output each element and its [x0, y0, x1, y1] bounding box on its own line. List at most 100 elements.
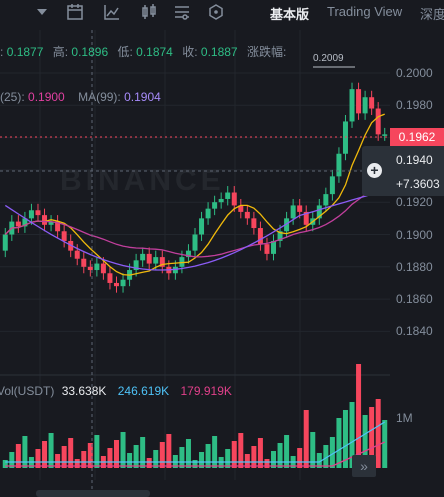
volume-bar	[15, 444, 21, 468]
candle-body	[356, 89, 362, 114]
last-price-tag: 0.1962	[390, 128, 444, 146]
candle-body	[199, 218, 205, 235]
volume-value-2: 246.619K	[117, 384, 170, 398]
candle-body	[55, 221, 61, 232]
volume-bar	[238, 433, 244, 468]
candle-body	[238, 205, 244, 212]
calendar-icon[interactable]	[66, 3, 84, 21]
candle-body	[297, 205, 303, 212]
candle-body	[251, 218, 257, 229]
volume-bar	[342, 410, 348, 468]
scroll-to-latest-button[interactable]: »	[352, 455, 376, 477]
volume-bar	[323, 445, 329, 468]
candle-body	[113, 282, 119, 287]
volume-bar	[87, 443, 93, 468]
volume-bar	[133, 445, 139, 468]
volume-bar	[68, 438, 74, 468]
crosshair-change: +7.3603	[396, 177, 440, 191]
volume-bar	[336, 418, 342, 468]
volume-label: Vol(USDT)	[0, 384, 55, 398]
volume-value-3: 179.919K	[180, 384, 232, 398]
candle-body	[192, 234, 198, 251]
price-axis-label: 0.1900	[396, 227, 433, 242]
candle-body	[48, 221, 54, 225]
volume-bar	[2, 460, 8, 468]
candle-body	[133, 260, 139, 271]
volume-value-1: 33.638K	[61, 384, 107, 398]
candle-body	[362, 97, 368, 114]
volume-axis-label: 1M	[396, 411, 413, 425]
hexagon-icon[interactable]	[207, 3, 225, 21]
price-axis-label: 0.1840	[396, 324, 433, 339]
candle-body	[22, 218, 28, 227]
candle-body	[61, 231, 67, 241]
line-chart-icon[interactable]	[103, 3, 121, 21]
candle-body	[100, 263, 106, 274]
volume-bar	[166, 434, 172, 468]
candle-body	[382, 134, 388, 136]
volume-bar	[316, 453, 322, 468]
volume-bar	[179, 447, 185, 468]
candle-body	[271, 240, 277, 254]
ma99-label: MA(99):	[78, 90, 121, 104]
volume-bar	[271, 451, 277, 468]
add-alert-button[interactable]: +	[367, 163, 382, 178]
volume-bar	[205, 444, 211, 468]
candle-body	[185, 250, 191, 258]
tab-basic[interactable]: 基本版	[270, 7, 310, 22]
candle-body	[74, 250, 80, 259]
close-label: 收:	[182, 45, 198, 59]
ma-row: (25): 0.1900 MA(99): 0.1904	[0, 90, 161, 104]
volume-ma-line	[5, 441, 385, 467]
volume-bar	[231, 441, 237, 468]
volume-bar	[349, 402, 355, 468]
chevron-down-icon[interactable]	[36, 3, 48, 21]
time-scrollbar[interactable]	[36, 490, 150, 497]
price-axis-label: 0.1980	[396, 98, 433, 113]
ma99-line	[4, 189, 385, 271]
volume-bar	[199, 452, 205, 468]
tab-depth[interactable]: 深度	[420, 7, 444, 22]
candle-body	[172, 266, 178, 274]
volume-bar	[120, 432, 126, 468]
candle-body	[303, 211, 309, 225]
candle-body	[15, 221, 21, 227]
volume-bar	[94, 435, 100, 468]
volume-bar	[159, 442, 165, 468]
candle-body	[323, 194, 329, 206]
volume-bar	[310, 432, 316, 468]
ma25-label: (25):	[0, 90, 25, 104]
candle-icon[interactable]	[140, 3, 158, 21]
volume-bar	[212, 436, 218, 468]
volume-bar	[153, 450, 159, 468]
volume-bar	[192, 460, 198, 468]
candle-body	[2, 234, 8, 251]
candle-body	[218, 198, 224, 203]
candle-body	[81, 258, 87, 267]
volume-bar	[113, 440, 119, 468]
candle-body	[107, 273, 113, 283]
volume-bar	[251, 446, 257, 468]
volume-bar	[356, 364, 362, 468]
ma99-value: 0.1904	[124, 90, 161, 104]
candle-body	[146, 253, 152, 264]
candle-body	[159, 257, 165, 267]
ma25-value: 0.1900	[28, 90, 65, 104]
volume-bar	[107, 448, 113, 468]
volume-bar	[284, 435, 290, 468]
candle-body	[231, 192, 237, 206]
tab-tradingview[interactable]: Trading View	[327, 4, 403, 19]
high-marker-label: 0.2009	[313, 53, 344, 64]
settings-sliders-icon[interactable]	[173, 3, 191, 21]
candle-body	[342, 121, 348, 154]
double-chevron-right-icon: »	[360, 458, 368, 474]
candle-body	[244, 211, 250, 219]
volume-bar	[225, 449, 231, 468]
open-value: 0.1877	[6, 45, 44, 59]
price-axis-label: 0.1920	[396, 195, 433, 210]
candle-body	[140, 253, 146, 261]
candle-body	[375, 108, 381, 135]
volume-bar	[74, 459, 80, 468]
price-axis-label: 0.2000	[396, 66, 433, 80]
